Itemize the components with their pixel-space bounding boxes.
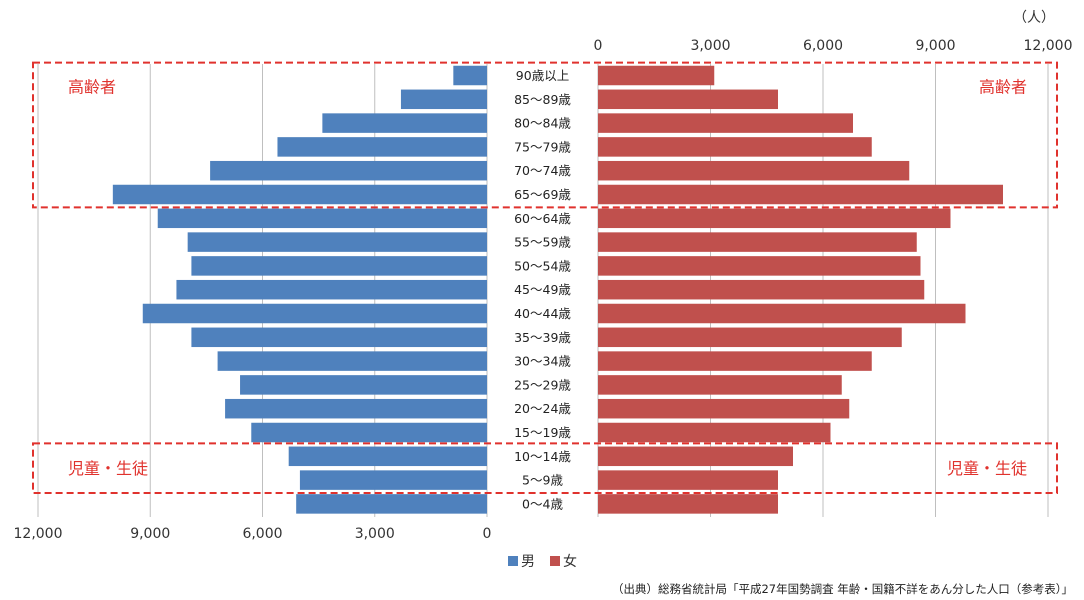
annotation-label-left: 児童・生徒 xyxy=(68,459,148,478)
bar-male xyxy=(322,113,487,133)
tick-label-left: 6,000 xyxy=(242,526,282,542)
age-label: 55～59歳 xyxy=(514,235,571,250)
bar-female xyxy=(598,375,842,395)
bar-male xyxy=(210,160,487,181)
age-label: 30～34歳 xyxy=(514,354,571,369)
tick-label-right: 9,000 xyxy=(915,38,955,54)
bar-female xyxy=(598,113,853,133)
bar-female xyxy=(598,422,831,443)
bar-female xyxy=(598,446,793,467)
age-label: 5～9歳 xyxy=(522,473,563,488)
age-labels: 0～4歳 5～9歳 10～14歳 15～19歳 20～24歳 25～29歳 30～34歳 35… xyxy=(514,68,571,511)
bar-female xyxy=(598,256,921,276)
bar-female xyxy=(598,208,951,229)
age-label: 80～84歳 xyxy=(514,116,571,131)
annotation-box xyxy=(32,61,1058,209)
bar-male xyxy=(277,137,487,157)
unit-label: （人） xyxy=(1013,10,1055,26)
bar-female xyxy=(598,398,850,419)
bar-male xyxy=(240,375,487,395)
age-label: 65～69歳 xyxy=(514,187,571,202)
bar-female xyxy=(598,351,872,371)
bars xyxy=(112,65,1003,514)
bar-male xyxy=(225,398,488,419)
bar-male xyxy=(112,184,487,205)
age-label: 70～74歳 xyxy=(514,163,571,178)
age-label: 45～49歳 xyxy=(514,282,571,297)
age-label: 60～64歳 xyxy=(514,211,571,226)
age-label: 50～54歳 xyxy=(514,258,571,273)
source-note: （出典）総務省統計局「平成27年国勢調査 年齢・国籍不詳をあん分した人口（参考表… xyxy=(612,582,1073,596)
tick-label-right: 0 xyxy=(594,38,603,54)
bar-male xyxy=(288,446,487,467)
bar-male xyxy=(142,303,487,324)
annotation-label-right: 児童・生徒 xyxy=(947,459,1027,478)
tick-label-left: 9,000 xyxy=(130,526,170,542)
bar-male xyxy=(191,327,488,348)
age-label: 85～89歳 xyxy=(514,92,571,107)
age-label: 35～39歳 xyxy=(514,330,571,345)
legend: 男女 xyxy=(508,553,577,570)
age-label: 0～4歳 xyxy=(522,496,563,511)
bar-male xyxy=(296,494,487,514)
annotation-label-right: 高齢者 xyxy=(979,78,1027,97)
annotation-box xyxy=(32,442,1058,494)
age-label: 10～14歳 xyxy=(514,449,571,464)
bar-male xyxy=(217,351,487,371)
bar-female xyxy=(598,184,1003,205)
tick-label-right: 12,000 xyxy=(1024,38,1073,54)
bar-male xyxy=(251,422,487,443)
bar-male xyxy=(299,470,487,490)
age-label: 25～29歳 xyxy=(514,377,571,392)
age-label: 90歳以上 xyxy=(516,68,569,83)
bar-male xyxy=(400,89,487,110)
tick-label-right: 3,000 xyxy=(690,38,730,54)
bar-female xyxy=(598,137,872,157)
legend-label: 男 xyxy=(521,554,535,570)
age-label: 15～19歳 xyxy=(514,425,571,440)
legend-swatch xyxy=(550,556,560,566)
bar-male xyxy=(176,279,488,300)
bar-female xyxy=(598,160,910,181)
bar-female xyxy=(598,470,778,490)
bar-male xyxy=(453,65,487,86)
axis-ticks: 0 3,000 6,000 9,000 12,000 12,000 9,000 6,000 3,… xyxy=(14,38,1073,542)
bar-female xyxy=(598,494,778,514)
age-label: 75～79歳 xyxy=(514,139,571,154)
tick-label-right: 6,000 xyxy=(803,38,843,54)
bar-male xyxy=(187,232,487,252)
legend-swatch xyxy=(508,556,518,566)
bar-female xyxy=(598,303,966,324)
age-label: 20～24歳 xyxy=(514,401,571,416)
age-label: 40～44歳 xyxy=(514,306,571,321)
legend-label: 女 xyxy=(563,553,577,570)
bar-female xyxy=(598,327,902,348)
tick-label-left: 0 xyxy=(483,526,492,542)
bar-male xyxy=(191,256,488,276)
bar-female xyxy=(598,279,925,300)
bar-male xyxy=(157,208,487,229)
tick-label-left: 3,000 xyxy=(355,526,395,542)
bar-female xyxy=(598,65,715,86)
tick-label-left: 12,000 xyxy=(14,526,63,542)
bar-female xyxy=(598,232,917,252)
bar-female xyxy=(598,89,778,110)
annotation-label-left: 高齢者 xyxy=(68,78,116,97)
